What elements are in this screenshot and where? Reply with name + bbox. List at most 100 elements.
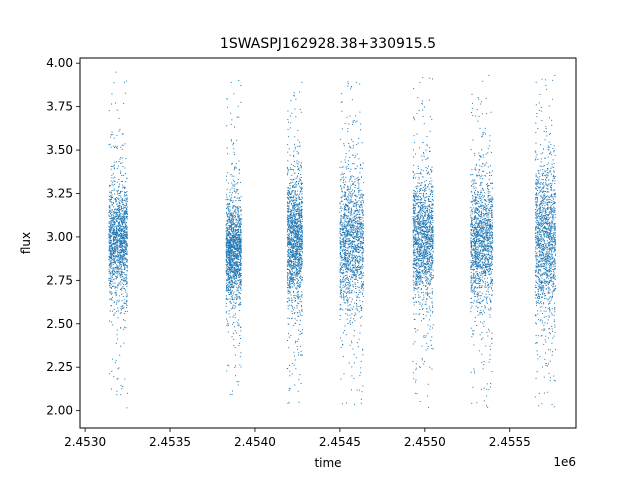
data-point	[238, 381, 240, 383]
data-point	[117, 285, 119, 287]
data-point	[346, 189, 348, 191]
data-point	[292, 246, 294, 248]
data-point	[354, 272, 356, 274]
data-point	[228, 266, 230, 268]
data-point	[117, 269, 119, 271]
data-point	[301, 201, 303, 203]
data-point	[109, 231, 111, 233]
data-point	[298, 219, 300, 221]
data-point	[290, 196, 292, 198]
data-point	[237, 246, 239, 248]
data-point	[296, 252, 298, 254]
data-point	[116, 242, 118, 244]
data-point	[295, 240, 297, 242]
data-point	[126, 310, 128, 312]
data-point	[287, 231, 289, 233]
data-point	[121, 223, 123, 225]
data-point	[292, 221, 294, 223]
data-point	[112, 263, 114, 265]
data-point	[297, 250, 299, 252]
data-point	[226, 310, 228, 312]
data-point	[348, 142, 350, 144]
data-point	[236, 252, 238, 254]
data-point	[301, 196, 303, 198]
data-point	[360, 281, 362, 283]
data-point	[230, 229, 232, 231]
data-point	[354, 265, 356, 267]
data-point	[297, 238, 299, 240]
data-point	[125, 248, 127, 250]
data-point	[341, 232, 343, 234]
data-point	[298, 220, 300, 222]
data-point	[297, 183, 299, 185]
data-point	[120, 236, 122, 238]
data-point	[291, 254, 293, 256]
data-point	[351, 193, 353, 195]
data-point	[231, 228, 233, 230]
data-point	[238, 236, 240, 238]
data-point	[236, 244, 238, 246]
data-point	[294, 207, 296, 209]
data-point	[118, 205, 120, 207]
data-point	[116, 241, 118, 243]
data-point	[299, 177, 301, 179]
data-point	[289, 242, 291, 244]
data-point	[110, 284, 112, 286]
data-point	[294, 182, 296, 184]
data-point	[290, 100, 292, 102]
data-point	[354, 404, 355, 406]
data-point	[109, 298, 111, 300]
data-point	[124, 252, 126, 254]
data-point	[344, 244, 346, 246]
data-point	[229, 284, 231, 286]
data-point	[299, 245, 301, 247]
data-point	[295, 245, 297, 247]
data-point	[238, 235, 240, 237]
data-point	[116, 230, 118, 232]
data-point	[232, 293, 234, 295]
data-point	[292, 205, 294, 207]
data-point	[301, 225, 303, 227]
data-point	[117, 265, 119, 267]
data-point	[344, 192, 346, 194]
data-point	[294, 342, 296, 344]
data-point	[110, 168, 112, 170]
data-point	[342, 273, 344, 275]
data-point	[234, 238, 236, 240]
data-point	[298, 236, 300, 238]
data-point	[301, 291, 303, 293]
data-point	[297, 258, 299, 260]
data-point	[121, 233, 123, 235]
data-point	[352, 141, 354, 143]
data-point	[226, 262, 228, 264]
data-point	[362, 281, 364, 283]
data-point	[300, 212, 302, 214]
data-point	[294, 223, 296, 225]
data-point	[300, 186, 302, 188]
data-point	[240, 257, 242, 259]
data-point	[360, 277, 362, 279]
data-point	[240, 209, 242, 211]
data-point	[116, 311, 118, 313]
data-point	[117, 256, 119, 258]
data-point	[361, 230, 363, 232]
data-point	[298, 217, 300, 218]
data-point	[126, 251, 128, 253]
data-point	[356, 239, 358, 241]
data-point	[291, 227, 293, 229]
data-point	[226, 231, 228, 233]
data-point	[109, 260, 111, 262]
data-point	[236, 248, 238, 250]
data-point	[353, 362, 355, 364]
data-point	[296, 254, 298, 256]
data-point	[293, 283, 295, 285]
data-point	[352, 124, 354, 126]
data-point	[232, 259, 234, 261]
data-point	[226, 289, 228, 291]
data-point	[234, 234, 236, 236]
data-point	[290, 236, 292, 238]
data-point	[231, 251, 233, 253]
data-point	[108, 233, 110, 235]
data-point	[232, 238, 234, 240]
data-point	[229, 199, 231, 201]
